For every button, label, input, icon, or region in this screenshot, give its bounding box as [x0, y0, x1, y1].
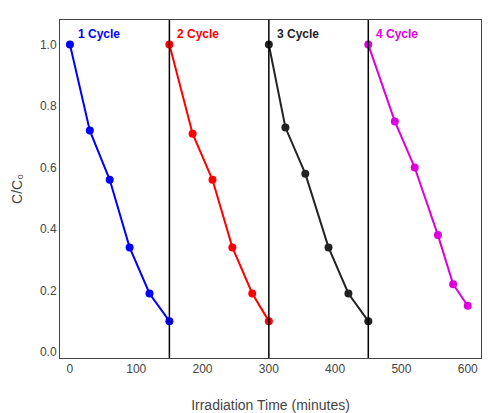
- svg-text:0.2: 0.2: [40, 284, 57, 298]
- svg-text:0.4: 0.4: [40, 222, 57, 236]
- svg-text:4 Cycle: 4 Cycle: [376, 27, 418, 41]
- svg-text:500: 500: [391, 362, 411, 376]
- svg-text:3 Cycle: 3 Cycle: [277, 27, 319, 41]
- svg-text:2 Cycle: 2 Cycle: [177, 27, 219, 41]
- svg-text:0.8: 0.8: [40, 99, 57, 113]
- svg-text:C/C₀: C/C₀: [9, 174, 25, 204]
- svg-text:100: 100: [126, 362, 146, 376]
- svg-text:300: 300: [259, 362, 279, 376]
- svg-text:0.6: 0.6: [40, 161, 57, 175]
- svg-text:600: 600: [458, 362, 478, 376]
- svg-text:1 Cycle: 1 Cycle: [78, 27, 120, 41]
- svg-text:200: 200: [193, 362, 213, 376]
- svg-text:Irradiation Time (minutes): Irradiation Time (minutes): [191, 397, 350, 413]
- svg-text:0: 0: [67, 362, 74, 376]
- svg-text:400: 400: [325, 362, 345, 376]
- svg-text:0.0: 0.0: [40, 345, 57, 359]
- svg-text:1.0: 1.0: [40, 38, 57, 52]
